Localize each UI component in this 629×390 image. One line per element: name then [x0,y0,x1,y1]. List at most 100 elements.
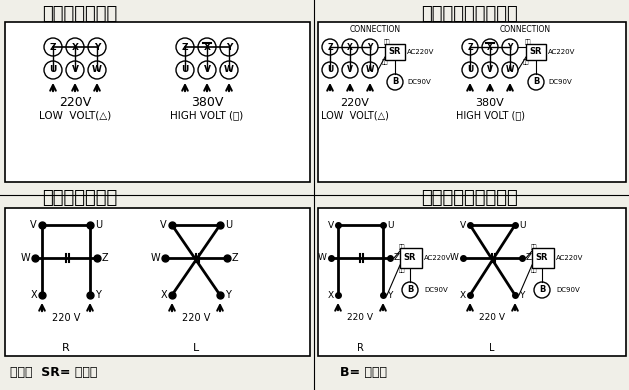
Text: U: U [95,220,102,230]
Text: U: U [225,220,232,230]
Text: W: W [92,66,102,74]
Text: W: W [224,66,234,74]
Text: U: U [387,220,394,229]
Text: L: L [193,343,199,353]
Text: HIGH VOLT (人): HIGH VOLT (人) [455,110,525,120]
FancyBboxPatch shape [526,44,546,60]
FancyBboxPatch shape [5,208,310,356]
Text: Y: Y [387,291,392,300]
FancyBboxPatch shape [318,208,626,356]
Text: 小黑: 小黑 [399,267,405,273]
Text: U: U [49,66,57,74]
Text: 單相剛車電機接線圖: 單相剛車電機接線圖 [421,189,518,207]
Text: 220 V: 220 V [182,313,210,323]
Text: W: W [506,66,514,74]
Text: 小黑: 小黑 [525,39,532,45]
Text: 220V: 220V [340,98,369,108]
Text: Y: Y [519,291,525,300]
Text: Y: Y [225,290,231,300]
Text: Z: Z [327,43,333,51]
Text: R: R [357,343,364,353]
Text: HIGH VOLT (人): HIGH VOLT (人) [170,110,243,120]
Text: V: V [460,220,466,229]
Text: V: V [72,66,79,74]
Text: Z: Z [182,43,188,51]
FancyBboxPatch shape [400,248,422,268]
Text: Z: Z [467,43,473,51]
Text: Y: Y [95,290,101,300]
Text: B: B [533,78,539,87]
Text: 380V: 380V [476,98,504,108]
Text: Y: Y [226,43,232,51]
Text: DC90V: DC90V [556,287,580,293]
FancyBboxPatch shape [385,44,405,60]
Text: SR: SR [404,254,416,262]
Text: Z: Z [102,253,109,263]
Text: 小黑: 小黑 [531,244,537,250]
Text: U: U [519,220,525,229]
Text: V: V [160,220,167,230]
Text: B= 剛車器: B= 剛車器 [340,365,387,379]
Text: 小黑: 小黑 [384,39,390,45]
Text: Y: Y [508,43,513,51]
Text: X: X [30,290,37,300]
Text: 單相電機接線圖: 單相電機接線圖 [42,189,118,207]
Text: DC90V: DC90V [424,287,448,293]
FancyBboxPatch shape [318,22,626,182]
Text: 220 V: 220 V [52,313,80,323]
Text: Z: Z [50,43,56,51]
Text: W: W [450,254,459,262]
Text: X: X [487,43,493,51]
Text: AC220V: AC220V [548,49,576,55]
Text: X: X [328,291,334,300]
Text: AC220V: AC220V [424,255,452,261]
Text: V: V [328,220,334,229]
Text: DC90V: DC90V [407,79,431,85]
Text: 220V: 220V [59,96,91,110]
Text: X: X [204,43,211,51]
Text: 220 V: 220 V [479,314,505,323]
Text: 380V: 380V [191,96,223,110]
Text: Z: Z [526,254,532,262]
Text: U: U [181,66,189,74]
Text: SR: SR [536,254,548,262]
Text: LOW  VOLT(△): LOW VOLT(△) [321,110,389,120]
Text: V: V [30,220,37,230]
Text: Y: Y [367,43,373,51]
Text: R: R [62,343,70,353]
Text: Z: Z [394,254,400,262]
Text: SR: SR [530,48,542,57]
Text: W: W [150,253,160,263]
Text: LOW  VOLT(△): LOW VOLT(△) [39,110,111,120]
Text: V: V [204,66,211,74]
Text: L: L [489,343,495,353]
Text: B: B [392,78,398,87]
Text: DC90V: DC90V [548,79,572,85]
Text: W: W [318,254,327,262]
Text: V: V [347,66,353,74]
Text: Y: Y [94,43,100,51]
Text: V: V [487,66,493,74]
Text: CONNECTION: CONNECTION [350,25,401,34]
Text: 220 V: 220 V [347,314,373,323]
FancyBboxPatch shape [5,22,310,182]
Text: 小黑: 小黑 [531,267,537,273]
Text: 備注：  SR= 整流器: 備注： SR= 整流器 [10,365,97,379]
Text: 三相電機接線圖: 三相電機接線圖 [42,5,118,23]
Text: B: B [407,285,413,294]
Text: AC220V: AC220V [556,255,583,261]
Text: 三相剛車電機接線圖: 三相剛車電機接線圖 [421,5,518,23]
Text: X: X [72,43,79,51]
Text: 小黑: 小黑 [399,244,405,250]
Text: B: B [539,285,545,294]
Text: 小黑: 小黑 [523,59,529,65]
Text: U: U [467,66,473,74]
Text: 小黑: 小黑 [382,59,388,65]
Text: Z: Z [232,253,238,263]
Text: CONNECTION: CONNECTION [499,25,550,34]
Text: SR: SR [389,48,401,57]
Text: W: W [20,253,30,263]
Text: X: X [347,43,353,51]
Text: W: W [366,66,374,74]
Text: AC220V: AC220V [407,49,435,55]
